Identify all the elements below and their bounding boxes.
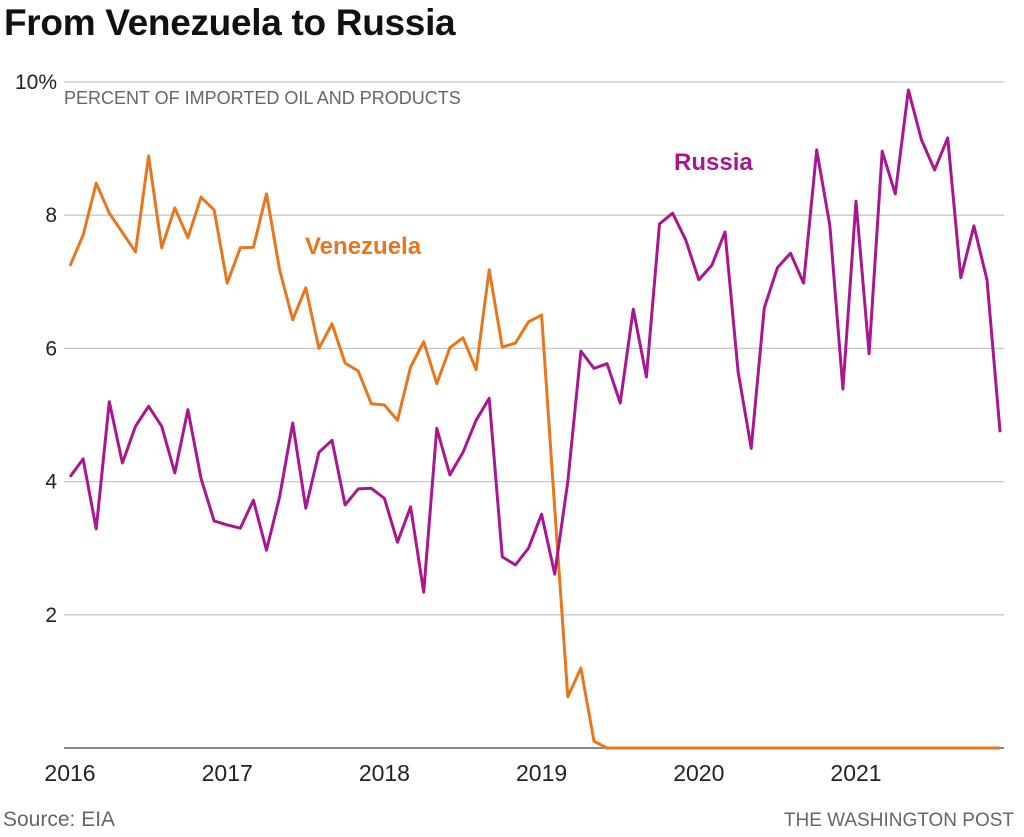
y-tick-label: 6: [45, 337, 57, 360]
publisher-credit: THE WASHINGTON POST: [783, 810, 1014, 831]
series-label-venezuela: Venezuela: [305, 233, 422, 260]
x-tick-label: 2016: [44, 760, 95, 786]
series-lines: [68, 88, 1002, 750]
y-axis-ticks: 2 4 6 8 10%: [15, 71, 57, 627]
chart-title: From Venezuela to Russia: [4, 2, 456, 43]
y-tick-label: 4: [45, 471, 57, 494]
x-tick-label: 2020: [673, 760, 724, 786]
x-tick-label: 2019: [516, 760, 567, 786]
y-tick-label: 10%: [15, 71, 57, 94]
x-tick-label: 2017: [202, 760, 253, 786]
y-tick-label: 2: [45, 604, 57, 627]
x-axis-ticks: 2016 2017 2018 2019 2020 2021: [44, 760, 881, 786]
y-tick-label: 8: [45, 204, 57, 227]
series-label-russia: Russia: [674, 149, 753, 176]
x-tick-label: 2018: [359, 760, 410, 786]
x-tick-label: 2021: [830, 760, 881, 786]
series-line-russia: [68, 88, 1002, 594]
gridlines: [64, 81, 1004, 749]
series-line-venezuela: [68, 154, 1001, 750]
y-axis-subtitle: PERCENT OF IMPORTED OIL AND PRODUCTS: [64, 88, 461, 108]
source-note: Source: EIA: [3, 808, 116, 831]
